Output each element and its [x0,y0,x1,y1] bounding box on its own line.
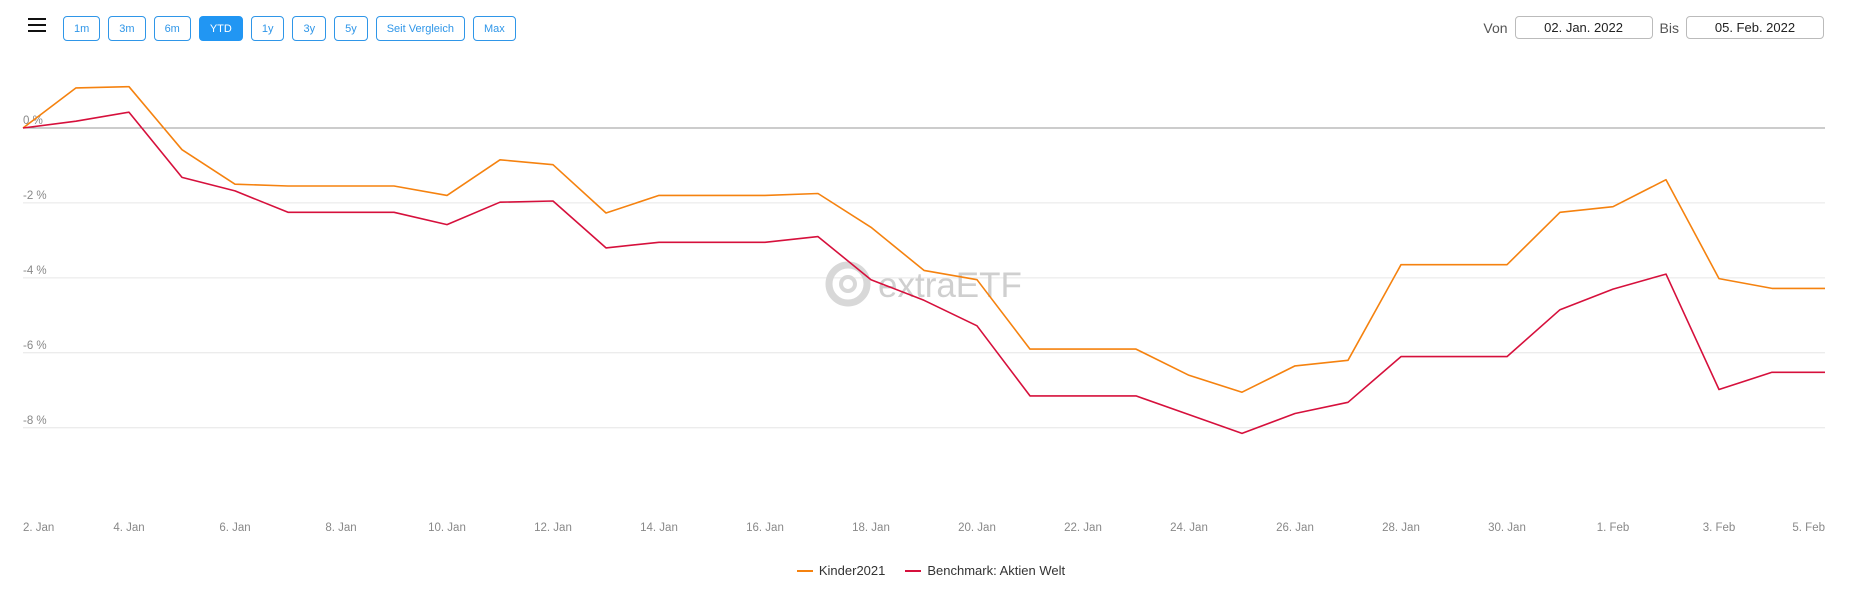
range-button-5y[interactable]: 5y [334,16,368,41]
x-tick-label: 28. Jan [1382,522,1420,534]
range-button-max[interactable]: Max [472,16,516,41]
range-button-3m[interactable]: 3m [108,16,146,41]
range-button-3y[interactable]: 3y [292,16,327,41]
legend-label: Benchmark: Aktien Welt [927,563,1066,578]
legend-swatch [796,569,813,572]
x-tick-label: 22. Jan [1064,522,1102,534]
watermark-text: extraETF [878,266,1022,305]
x-tick-label: 26. Jan [1276,522,1314,534]
to-date-input[interactable] [1686,16,1824,39]
x-tick-label: 10. Jan [428,522,466,534]
x-tick-label: 3. Feb [1703,522,1736,534]
to-label: Bis [1659,19,1679,36]
range-button-1y[interactable]: 1y [250,16,285,41]
legend-item-benchmark[interactable]: Benchmark: Aktien Welt [905,563,1065,578]
x-tick-label: 6. Jan [219,522,250,534]
series-line-kinder2021 [22,85,1825,394]
x-tick-label: 2. Jan [23,522,54,534]
x-tick-label: 16. Jan [746,522,784,534]
y-tick-label: -8 % [23,415,47,427]
range-button-1m[interactable]: 1m [63,16,101,41]
legend: Kinder2021 Benchmark: Aktien Welt [0,563,1862,578]
x-tick-label: 1. Feb [1597,522,1630,534]
legend-swatch [905,569,922,572]
menu-icon[interactable] [28,16,48,34]
range-selector: 1m 3m 6m YTD 1y 3y 5y Seit Vergleich Max [63,16,516,41]
x-tick-label: 5. Feb [1792,522,1825,534]
range-button-ytd[interactable]: YTD [198,16,243,41]
from-date-input[interactable] [1514,16,1653,39]
from-label: Von [1483,19,1508,36]
date-range: Von Bis [1483,16,1824,39]
series-line-benchmark [22,111,1825,435]
x-tick-label: 20. Jan [958,522,996,534]
y-tick-label: -2 % [23,190,47,202]
range-button-6m[interactable]: 6m [153,16,191,41]
x-tick-label: 4. Jan [113,522,144,534]
watermark: extraETF [825,261,1022,307]
performance-chart: 0 %-2 %-4 %-6 %-8 % extraETF 2. Jan 4. Ja… [22,85,1825,534]
legend-label: Kinder2021 [818,563,886,578]
x-tick-label: 8. Jan [325,522,356,534]
x-tick-label: 24. Jan [1170,522,1208,534]
x-tick-label: 30. Jan [1488,522,1526,534]
legend-item-kinder2021[interactable]: Kinder2021 [796,563,886,578]
x-tick-label: 14. Jan [640,522,678,534]
y-tick-label: -4 % [23,265,47,277]
x-tick-label: 18. Jan [852,522,890,534]
y-tick-label: -6 % [23,340,47,352]
x-tick-label: 12. Jan [534,522,572,534]
range-button-seit-vergleich[interactable]: Seit Vergleich [375,16,465,41]
